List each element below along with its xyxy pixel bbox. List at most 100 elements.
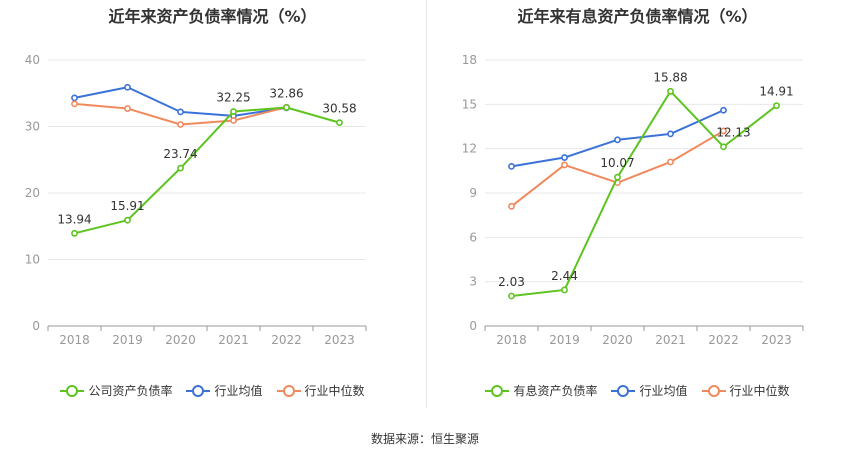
legend-swatch-industry-avg <box>186 384 211 397</box>
data-point <box>773 102 780 110</box>
data-label: 13.94 <box>57 212 91 226</box>
data-label: 32.86 <box>269 86 303 100</box>
data-point <box>230 117 237 124</box>
data-point <box>561 154 568 161</box>
data-label: 32.25 <box>216 91 250 105</box>
chart-legend: 公司资产负债率 行业均值 行业中位数 <box>0 382 425 399</box>
x-tick-label: 2022 <box>271 333 302 347</box>
legend-label: 行业均值 <box>214 384 263 398</box>
x-tick-label: 2023 <box>761 333 792 347</box>
y-tick-label: 12 <box>462 142 477 156</box>
series-line <box>511 90 778 297</box>
company-series <box>508 87 780 300</box>
data-point <box>283 104 290 111</box>
data-source-note: 数据来源：恒生聚源 <box>370 432 479 446</box>
legend-item-company[interactable]: 公司资产负债率 <box>60 382 172 399</box>
data-label: 23.74 <box>163 147 197 161</box>
data-label: 15.88 <box>653 70 687 84</box>
chart-panel-asset-liability: 近年来资产负债率情况（%） 0 10 20 30 40 2018 2019 2020 2021 2… <box>0 0 425 420</box>
chart-plot: 0 10 20 30 40 2018 2019 2020 2021 2022 2023 13.94 15… <box>25 53 367 347</box>
data-point <box>124 216 131 224</box>
x-tick-label: 2019 <box>549 333 580 347</box>
data-point <box>230 108 237 115</box>
chart-panel-interest-bearing: 近年来有息资产负债率情况（%） 0 3 6 9 12 15 18 2018 2019 2020 20… <box>425 0 850 420</box>
data-point <box>508 292 515 300</box>
data-point <box>614 136 621 144</box>
chart-plot: 0 3 6 9 12 15 18 2018 2019 2020 2021 2022 2023 2.03 2.… <box>462 53 804 347</box>
data-point <box>71 94 78 102</box>
legend-label: 公司资产负债率 <box>88 384 173 398</box>
data-point <box>614 173 621 181</box>
legend-item-industry-avg[interactable]: 行业均值 <box>186 382 263 399</box>
legend-label: 行业均值 <box>639 384 688 398</box>
legend-item-industry-avg[interactable]: 行业均值 <box>611 382 688 399</box>
y-tick-label: 9 <box>469 186 477 200</box>
legend-item-industry-median[interactable]: 行业中位数 <box>276 382 365 399</box>
data-label: 15.91 <box>110 199 144 213</box>
data-point <box>667 87 674 95</box>
data-label: 10.07 <box>600 156 634 170</box>
data-point <box>720 143 727 151</box>
x-tick-label: 2020 <box>165 333 196 347</box>
data-point <box>124 83 131 91</box>
series-line <box>74 106 340 235</box>
data-label: 30.58 <box>322 102 356 116</box>
data-point <box>177 108 184 116</box>
y-tick-label: 0 <box>469 319 477 333</box>
x-tick-label: 2018 <box>59 333 90 347</box>
industry-median-series <box>508 127 727 210</box>
legend-label: 行业中位数 <box>729 384 790 398</box>
data-label: 14.91 <box>759 85 793 99</box>
y-tick-label: 15 <box>462 97 477 111</box>
data-label: 2.03 <box>498 275 525 289</box>
y-tick-label: 30 <box>25 120 40 134</box>
x-tick-label: 2018 <box>496 333 527 347</box>
y-tick-label: 3 <box>469 275 477 289</box>
x-tick-label: 2019 <box>112 333 143 347</box>
data-point <box>508 162 515 170</box>
data-point <box>124 105 131 112</box>
y-tick-label: 10 <box>25 253 40 267</box>
data-point <box>561 286 568 294</box>
company-series <box>71 104 343 237</box>
data-point <box>720 127 727 135</box>
legend-swatch-industry-median <box>701 384 726 397</box>
legend-swatch-industry-avg <box>611 384 636 397</box>
industry-median-series <box>71 100 290 128</box>
panel-divider <box>426 0 427 408</box>
x-tick-label: 2022 <box>708 333 739 347</box>
industry-avg-series <box>508 106 727 170</box>
x-tick-label: 2020 <box>602 333 633 347</box>
y-tick-label: 6 <box>469 230 477 244</box>
data-point <box>177 164 184 172</box>
chart-title: 近年来有息资产负债率情况（%） <box>517 7 758 26</box>
data-point <box>561 161 568 169</box>
data-point <box>508 202 515 210</box>
x-tick-label: 2021 <box>655 333 686 347</box>
data-point <box>667 158 674 166</box>
chart-title: 近年来资产负债率情况（%） <box>108 7 317 26</box>
chart-legend: 有息资产负债率 行业均值 行业中位数 <box>425 382 850 399</box>
data-point <box>71 229 78 237</box>
data-point <box>177 121 184 128</box>
data-point <box>667 130 674 138</box>
legend-label: 有息资产负债率 <box>513 384 598 398</box>
legend-swatch-industry-median <box>276 384 301 397</box>
x-tick-label: 2023 <box>324 333 355 347</box>
data-point <box>336 119 343 127</box>
legend-item-company[interactable]: 有息资产负债率 <box>485 382 597 399</box>
y-tick-label: 18 <box>462 53 477 67</box>
industry-avg-series <box>71 83 290 120</box>
y-tick-label: 40 <box>25 53 40 67</box>
y-tick-label: 20 <box>25 186 40 200</box>
data-point <box>71 100 78 108</box>
legend-label: 行业中位数 <box>304 384 365 398</box>
legend-swatch-company <box>60 384 85 397</box>
legend-item-industry-median[interactable]: 行业中位数 <box>701 382 790 399</box>
data-label: 12.13 <box>716 126 750 140</box>
data-label: 2.44 <box>551 269 578 283</box>
legend-swatch-company <box>485 384 510 397</box>
x-tick-label: 2021 <box>218 333 249 347</box>
y-tick-label: 0 <box>32 319 40 333</box>
data-point <box>720 106 727 114</box>
